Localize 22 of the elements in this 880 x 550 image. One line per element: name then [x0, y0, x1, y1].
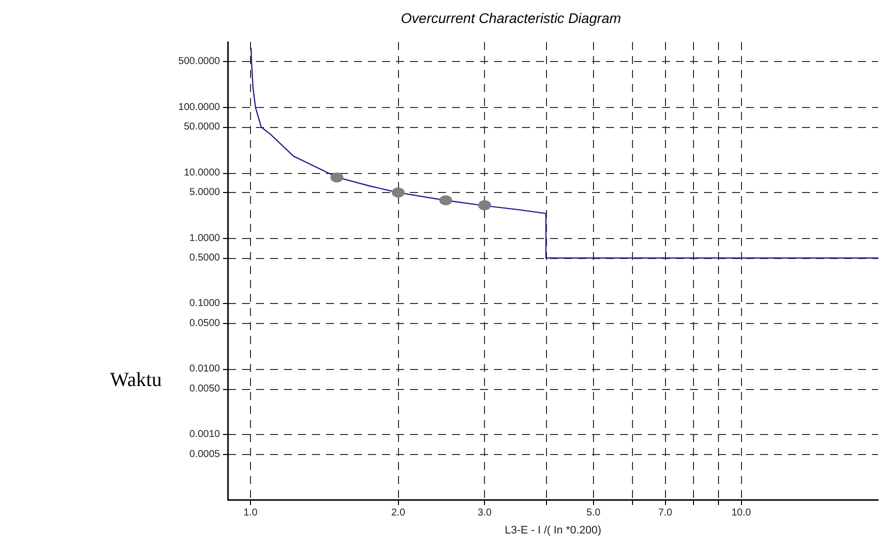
x-tick-label: 10.0	[731, 508, 752, 518]
x-tick-label: 3.0	[478, 508, 492, 518]
y-tick-label: 10.0000	[184, 167, 220, 178]
y-tick-label: 5.0000	[189, 187, 220, 198]
y-tick-label: 0.0100	[189, 364, 220, 375]
y-tick-label: 0.0005	[189, 448, 220, 460]
x-tick-label: 7.0	[658, 508, 673, 518]
y-tick-label: 1.0000	[189, 232, 220, 244]
y-tick-label: 500.0000	[178, 56, 220, 68]
x-tick-label: 5.0	[586, 508, 601, 518]
x-tick-label: 2.0	[391, 508, 406, 518]
y-tick-label: 0.5000	[189, 252, 220, 264]
y-tick-label: 0.0050	[189, 383, 220, 394]
x-tick-label: 1.0	[244, 508, 258, 518]
x-axis-title: L3-E - I /( In *0.200)	[504, 524, 602, 536]
y-tick-label: 0.0500	[189, 318, 220, 329]
y-tick-label: 100.0000	[178, 102, 220, 113]
chart-title: Overcurrent Characteristic Diagram	[400, 10, 622, 26]
y-tick-label: 0.0010	[189, 429, 220, 440]
y-tick-label: 50.0000	[184, 122, 220, 133]
y-tick-label: 0.1000	[189, 298, 220, 310]
y-axis-title: Waktu	[110, 369, 162, 391]
